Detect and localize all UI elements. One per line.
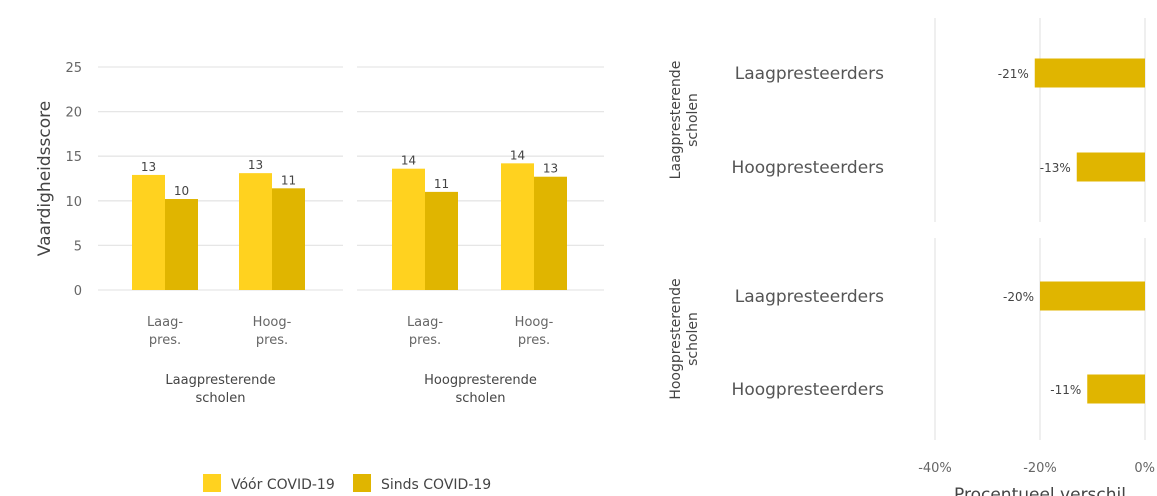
right-difference-chart: -21% Laagpresteerders -13% Hoogpresteerders… [668, 18, 1155, 496]
legend-swatch [353, 474, 371, 492]
data-label: -13% [1040, 161, 1071, 175]
y-tick-label: 15 [65, 150, 82, 165]
row-label: Hoogpresteerders [732, 380, 885, 400]
bar [425, 191, 458, 290]
data-label: -20% [1003, 290, 1034, 304]
x-tick-label: pres. [256, 333, 288, 348]
bar [132, 174, 165, 290]
data-label: 11 [434, 177, 449, 191]
row-label: Hoogpresteerders [732, 158, 885, 178]
y-axis-title: Vaardigheidsscore [35, 101, 55, 256]
y-tick-label: 0 [74, 284, 82, 299]
bar [1087, 374, 1145, 404]
panel-title: Hoogpresterende [424, 373, 537, 388]
x-tick-label: Hoog- [253, 315, 292, 330]
row-label: Laagpresteerders [735, 287, 884, 307]
legend: Vóór COVID-19 Sinds COVID-19 [203, 474, 491, 493]
bar [239, 173, 272, 290]
left-bar-chart: 0 5 10 15 20 25 Vaardigheidsscore 13 10 Laag-pres… [35, 61, 604, 406]
panel-title: Laagpresterende [165, 373, 275, 388]
strip-label: Laagpresterende [668, 61, 684, 180]
legend-label: Vóór COVID-19 [231, 477, 335, 493]
x-tick-label: pres. [409, 333, 441, 348]
strip-label: scholen [685, 93, 701, 147]
data-label: -11% [1050, 383, 1081, 397]
y-tick-label: 10 [65, 195, 82, 210]
x-tick-label: -40% [918, 461, 952, 476]
legend-swatch [203, 474, 221, 492]
x-tick-label: 0% [1134, 461, 1155, 476]
bar [501, 163, 534, 290]
strip-label: scholen [685, 312, 701, 366]
bar [165, 199, 198, 290]
x-tick-label: Hoog- [515, 315, 554, 330]
row-label: Laagpresteerders [735, 64, 884, 84]
data-label: 13 [248, 158, 263, 172]
data-label: 13 [141, 160, 156, 174]
legend-label: Sinds COVID-19 [381, 477, 491, 493]
data-label: 11 [281, 173, 296, 187]
x-tick-label: -20% [1023, 461, 1057, 476]
data-label: 14 [510, 148, 525, 162]
y-tick-label: 25 [65, 61, 82, 76]
bar [534, 176, 567, 290]
bar [392, 168, 425, 290]
panel-title: scholen [456, 391, 506, 406]
bar [1034, 58, 1145, 88]
panel-title: scholen [196, 391, 246, 406]
x-tick-label: pres. [518, 333, 550, 348]
bar [272, 188, 305, 290]
strip-label: Hoogpresterende [668, 278, 684, 399]
x-axis-title: Procentueel verschil [954, 485, 1126, 496]
data-label: -21% [998, 67, 1029, 81]
bar [1076, 152, 1145, 182]
bar [1040, 281, 1145, 311]
y-tick-label: 20 [65, 106, 82, 121]
data-label: 10 [174, 184, 189, 198]
data-label: 14 [401, 154, 416, 168]
x-tick-label: Laag- [147, 315, 183, 330]
x-tick-label: pres. [149, 333, 181, 348]
data-label: 13 [543, 162, 558, 176]
y-tick-label: 5 [74, 239, 82, 254]
x-tick-label: Laag- [407, 315, 443, 330]
